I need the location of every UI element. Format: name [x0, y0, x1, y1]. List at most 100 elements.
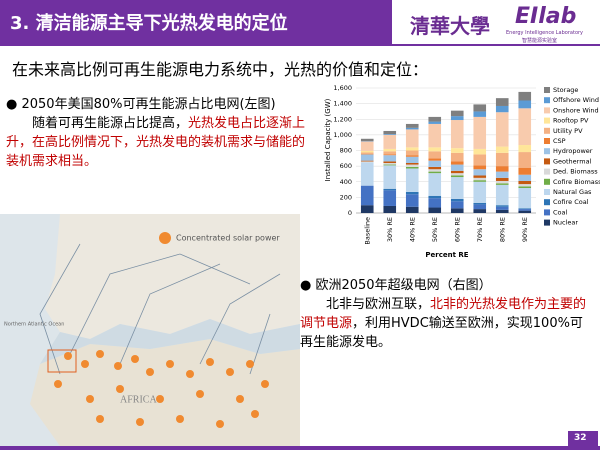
bar-segment [473, 180, 487, 182]
bar-segment [473, 181, 487, 203]
bar-segment [450, 161, 464, 165]
bar-segment [495, 184, 509, 206]
bar-segment [495, 209, 509, 213]
bar-segment [495, 205, 509, 207]
bullet-body: 随着可再生能源占比提高，光热发电占比逐渐上升，在高比例情况下，光热发电的装机需求… [6, 114, 306, 171]
bar-segment [450, 110, 464, 117]
bar-segment [518, 167, 532, 175]
bullet-heading: ● 2050年美国80%可再生能源占比电网(左图) [6, 97, 276, 112]
footer-rule [0, 446, 600, 450]
bar-segment [383, 155, 397, 162]
bar-segment [473, 202, 487, 205]
bar-segment [518, 100, 532, 109]
bar-segment [405, 155, 419, 157]
bar-segment [405, 164, 419, 167]
header-rule [0, 44, 600, 46]
bar-segment [360, 160, 374, 162]
bar-segment [428, 158, 442, 161]
bar-segment [360, 205, 374, 213]
y-tick-label: 1,400 [333, 100, 352, 108]
legend-swatch [544, 117, 550, 124]
subtitle: 在未来高比例可再生能源电力系统中，光热的价值和定位： [12, 60, 429, 79]
legend-label: Rooftop PV [553, 117, 589, 125]
bar-segment [495, 98, 509, 106]
x-tick-label: 50% RE [431, 217, 439, 242]
bullet-2: ● 欧洲2050年超级电网（右图） 北非与欧洲互联，北非的光热发电作为主要的调节… [300, 276, 592, 352]
bar-segment [428, 198, 442, 208]
bar-segment [518, 186, 532, 188]
bullet-body: 北非与欧洲互联，北非的光热发电作为主要的调节电源，利用HVDC输送至欧洲，实现1… [300, 295, 592, 352]
bar-segment [473, 116, 487, 149]
x-tick-label: 80% RE [498, 217, 506, 242]
bar-segment [383, 163, 397, 165]
bar-segment [405, 156, 419, 163]
bar-segment [495, 177, 509, 181]
body-text: 北非与欧洲互联， [326, 297, 431, 312]
bar-segment [518, 108, 532, 146]
y-axis-title: Installed Capacity (GW) [324, 98, 332, 181]
bar-segment [495, 112, 509, 147]
bar-segment [473, 148, 487, 155]
y-tick-label: 800 [340, 147, 352, 155]
map-africa: AFRICA [120, 394, 157, 405]
bar-segment [518, 174, 532, 181]
x-tick-label: 90% RE [521, 217, 529, 242]
y-tick-label: 1,200 [333, 115, 352, 123]
bar-segment [428, 147, 442, 152]
x-tick-label: 60% RE [453, 217, 461, 242]
bar-segment [450, 175, 464, 178]
bullet-heading-text: 欧洲2050年超级电网（右图） [315, 278, 492, 293]
bar-segment [518, 208, 532, 210]
europe [45, 214, 300, 339]
bar-segment [405, 168, 419, 192]
body-text: ，利用HVDC输送至欧洲，实现100%可再生能源发电。 [300, 316, 583, 350]
y-tick-label: 200 [340, 193, 352, 201]
bar-segment [518, 180, 532, 185]
bar-segment [518, 91, 532, 101]
bar-segment [518, 145, 532, 153]
bar-segment [383, 165, 397, 189]
bar-segment [405, 123, 419, 128]
legend-swatch [544, 158, 550, 165]
bar-segment [383, 205, 397, 213]
bar-segment [473, 154, 487, 166]
bullet-heading-text: 2050年美国80%可再生能源占比电网(左图) [21, 97, 276, 112]
bar-segment [428, 160, 442, 167]
bar-segment [495, 166, 509, 172]
bar-segment [383, 151, 397, 155]
bar-segment [383, 130, 397, 135]
legend-label: CSP [553, 137, 566, 145]
bar-segment [450, 173, 464, 176]
bar-segment [518, 188, 532, 209]
legend-label: Natural Gas [553, 188, 592, 196]
bullet-heading: ● 欧洲2050年超级电网（右图） [300, 278, 492, 293]
x-tick-label: 70% RE [476, 217, 484, 242]
y-tick-label: 600 [340, 162, 352, 170]
bar-segment [383, 164, 397, 166]
body-highlight: 北非的光热发电作为主要的调节电源 [300, 297, 587, 331]
legend-swatch [544, 178, 550, 185]
bar-segment [360, 162, 374, 186]
bar-segment [450, 170, 464, 174]
x-tick-label: 30% RE [386, 217, 394, 242]
bar-segment [383, 134, 397, 135]
legend-swatch [544, 87, 550, 93]
page-number: 32 [574, 433, 587, 443]
bar-segment [428, 116, 442, 122]
legend-swatch [544, 219, 550, 226]
bar-segment [360, 138, 374, 142]
bar-segment [518, 209, 532, 211]
bar-segment [473, 209, 487, 213]
mediterranean [40, 319, 300, 364]
bar-segment [360, 185, 374, 206]
bar-segment [518, 184, 532, 187]
bar-segment [473, 175, 487, 178]
bar-segment [360, 154, 374, 161]
bar-segment [473, 165, 487, 170]
bar-segment [450, 164, 464, 171]
bar-segment [495, 146, 509, 153]
bar-segment [405, 129, 419, 148]
bar-segment [360, 141, 374, 151]
bar-segment [428, 171, 442, 174]
